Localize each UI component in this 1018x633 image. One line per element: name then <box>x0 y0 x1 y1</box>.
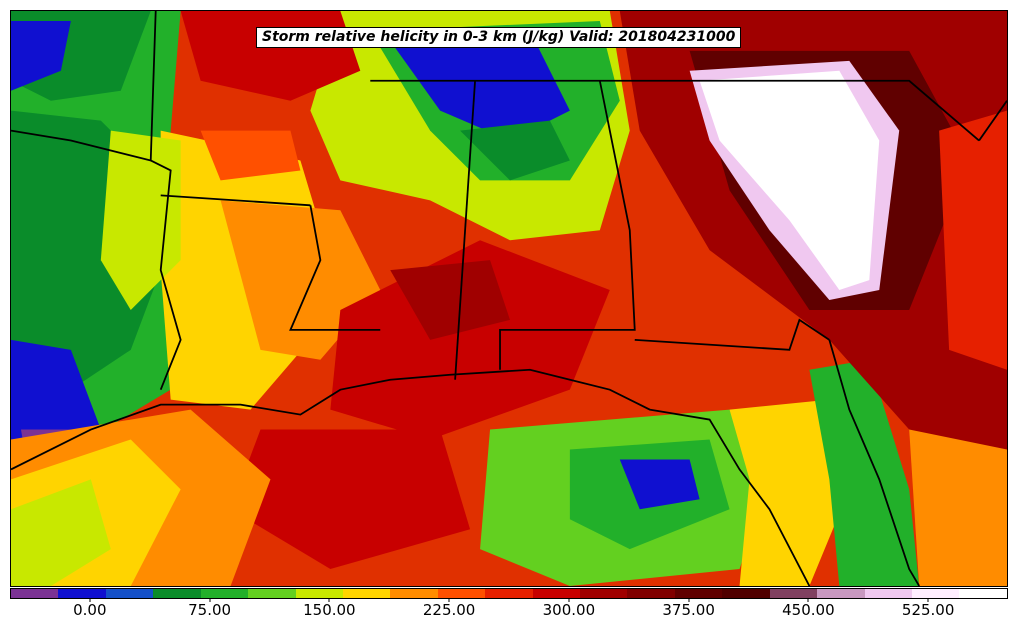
colorbar-segment <box>248 589 296 598</box>
colorbar-segment <box>722 589 770 598</box>
colorbar-segment <box>58 589 106 598</box>
colorbar-segment <box>342 589 391 598</box>
colorbar-segment <box>200 589 249 598</box>
colorbar-segment <box>295 589 343 598</box>
colorbar-segment <box>153 589 201 598</box>
colorbar-tick-label: 0.00 <box>73 601 107 619</box>
colorbar-segment <box>11 589 59 598</box>
colorbar-segment <box>627 589 675 598</box>
colorbar-tick-mark <box>448 598 450 602</box>
colorbar-segment <box>105 589 154 598</box>
colorbar-tick-label: 375.00 <box>662 601 715 619</box>
helicity-map <box>11 11 1007 586</box>
map-title: Storm relative helicity in 0-3 km (J/kg)… <box>256 27 742 48</box>
colorbar-tick-label: 225.00 <box>422 601 476 619</box>
colorbar-tick-mark <box>807 598 809 602</box>
colorbar-segment <box>817 589 865 598</box>
colorbar-tick-label: 300.00 <box>542 601 596 619</box>
colorbar-tick-mark <box>209 598 211 602</box>
colorbar-segment <box>959 589 1007 598</box>
colorbar-segment <box>532 589 581 598</box>
colorbar-tick-label: 450.00 <box>782 601 835 619</box>
colorbar-segment <box>864 589 913 598</box>
colorbar-segment <box>437 589 486 598</box>
colorbar-tick-label: 75.00 <box>188 601 232 619</box>
colorbar-ticks: 0.00 75.00 150.00 225.00 300.00 375.00 450.00 5… <box>10 598 1008 633</box>
colorbar-tick-mark <box>568 598 570 602</box>
colorbar-tick-label: 150.00 <box>303 601 356 619</box>
colorbar-tick-mark <box>688 598 690 602</box>
colorbar-segment <box>674 589 723 598</box>
colorbar-tick-mark <box>328 598 330 602</box>
colorbar-segment <box>390 589 438 598</box>
colorbar-segment <box>485 589 533 598</box>
colorbar-tick-mark <box>927 598 929 602</box>
colorbar <box>10 588 1008 599</box>
colorbar-tick-mark <box>89 598 91 602</box>
colorbar-segment <box>912 589 960 598</box>
colorbar-tick-label: 525.00 <box>901 601 955 619</box>
colorbar-segment <box>769 589 818 598</box>
map-frame: Storm relative helicity in 0-3 km (J/kg)… <box>10 10 1008 587</box>
colorbar-segment <box>580 589 628 598</box>
